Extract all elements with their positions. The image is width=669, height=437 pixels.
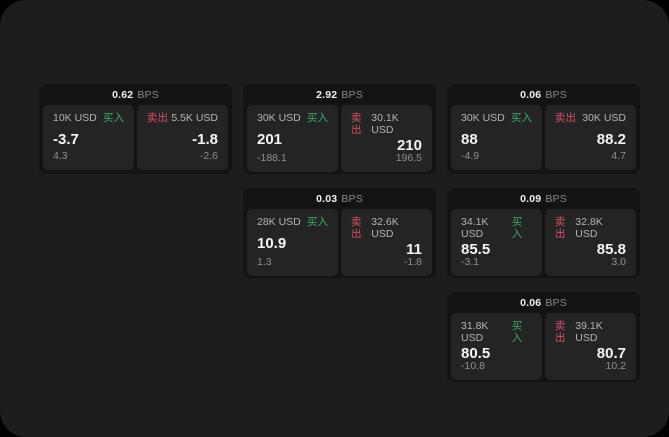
buy-tag: 买入 <box>307 112 328 124</box>
card-body: 34.1K USD 买入 85.5 -3.1 卖出 32.8K USD 85.8… <box>447 209 640 278</box>
card-body: 30K USD 买入 201 -188.1 卖出 30.1K USD 210 1… <box>243 105 436 174</box>
sell-size-label: 32.6K USD <box>371 216 399 240</box>
quote-card: 0.06 BPS 30K USD 买入 88 -4.9 卖出 30K USD <box>447 84 640 174</box>
bps-unit-label: BPS <box>137 88 159 101</box>
sell-price: 210 <box>396 137 422 155</box>
sell-change: -1.8 <box>403 256 422 269</box>
card-body: 30K USD 买入 88 -4.9 卖出 30K USD 88.2 4.7 <box>447 105 640 174</box>
sell-price: 80.7 <box>596 345 626 363</box>
sell-change: -2.6 <box>199 150 218 163</box>
buy-price: 10.9 <box>257 235 287 253</box>
buy-quote-tile[interactable]: 34.1K USD 买入 85.5 -3.1 <box>451 209 542 276</box>
bps-unit-label: BPS <box>341 88 363 101</box>
buy-quote-tile[interactable]: 10K USD 买入 -3.7 4.3 <box>43 105 134 170</box>
sell-quote-tile[interactable]: 卖出 5.5K USD -1.8 -2.6 <box>137 105 228 170</box>
sell-change: 3.0 <box>611 256 626 269</box>
buy-tag: 买入 <box>511 216 523 240</box>
sell-price: 88.2 <box>596 130 626 148</box>
buy-change: -188.1 <box>257 152 287 165</box>
bps-unit-label: BPS <box>545 88 567 101</box>
bps-value: 0.03 <box>316 192 338 205</box>
buy-price: 88 <box>461 130 478 148</box>
card-body: 10K USD 买入 -3.7 4.3 卖出 5.5K USD -1.8 -2.… <box>39 105 232 174</box>
card-header: 0.03 BPS <box>243 188 436 209</box>
quote-card: 0.62 BPS 10K USD 买入 -3.7 4.3 卖出 5.5K USD <box>39 84 232 174</box>
sell-tag: 卖出 <box>555 216 566 240</box>
buy-change: 1.3 <box>257 256 272 269</box>
sell-tag: 卖出 <box>147 112 168 124</box>
quote-card: 0.03 BPS 28K USD 买入 10.9 1.3 卖出 32.6K US… <box>243 188 436 278</box>
sell-tag: 卖出 <box>555 320 566 344</box>
buy-price: -3.7 <box>53 130 79 148</box>
card-header: 0.09 BPS <box>447 188 640 209</box>
sell-tag: 卖出 <box>555 112 576 124</box>
buy-quote-tile[interactable]: 30K USD 买入 88 -4.9 <box>451 105 542 170</box>
buy-quote-tile[interactable]: 31.8K USD 买入 80.5 -10.8 <box>451 313 542 380</box>
buy-price: 201 <box>257 131 283 149</box>
card-header: 0.06 BPS <box>447 292 640 313</box>
sell-size-label: 39.1K USD <box>575 320 603 344</box>
sell-price: 11 <box>406 241 422 259</box>
sell-size-label: 32.8K USD <box>575 216 603 240</box>
sell-quote-tile[interactable]: 卖出 32.8K USD 85.8 3.0 <box>545 209 636 276</box>
card-body: 28K USD 买入 10.9 1.3 卖出 32.6K USD 11 -1.8 <box>243 209 436 278</box>
buy-change: -10.8 <box>461 360 485 373</box>
bps-value: 0.06 <box>520 88 542 101</box>
buy-price: 80.5 <box>461 345 491 363</box>
buy-quote-tile[interactable]: 30K USD 买入 201 -188.1 <box>247 105 338 172</box>
sell-change: 4.7 <box>611 150 626 163</box>
buy-tag: 买入 <box>511 320 523 344</box>
buy-price: 85.5 <box>461 241 491 259</box>
sell-size-label: 30.1K USD <box>371 112 399 136</box>
sell-size-label: 30K USD <box>582 112 626 124</box>
bps-unit-label: BPS <box>545 192 567 205</box>
sell-tag: 卖出 <box>351 216 362 240</box>
bps-unit-label: BPS <box>341 192 363 205</box>
bps-unit-label: BPS <box>545 296 567 309</box>
bps-value: 0.62 <box>112 88 134 101</box>
sell-price: 85.8 <box>596 241 626 259</box>
quote-card: 2.92 BPS 30K USD 买入 201 -188.1 卖出 30.1K … <box>243 84 436 174</box>
sell-quote-tile[interactable]: 卖出 39.1K USD 80.7 10.2 <box>545 313 636 380</box>
buy-tag: 买入 <box>307 216 328 228</box>
buy-change: -3.1 <box>461 256 480 269</box>
card-body: 31.8K USD 买入 80.5 -10.8 卖出 39.1K USD 80.… <box>447 313 640 382</box>
quote-card: 0.09 BPS 34.1K USD 买入 85.5 -3.1 卖出 32.8K… <box>447 188 640 278</box>
sell-tag: 卖出 <box>351 112 362 136</box>
sell-size-label: 5.5K USD <box>171 112 218 124</box>
card-header: 0.06 BPS <box>447 84 640 105</box>
bps-value: 0.06 <box>520 296 542 309</box>
buy-tag: 买入 <box>103 112 124 124</box>
buy-size-label: 30K USD <box>257 112 301 124</box>
bps-value: 2.92 <box>316 88 338 101</box>
buy-size-label: 28K USD <box>257 216 301 228</box>
card-header: 2.92 BPS <box>243 84 436 105</box>
buy-tag: 买入 <box>511 112 532 124</box>
sell-quote-tile[interactable]: 卖出 30.1K USD 210 196.5 <box>341 105 432 172</box>
buy-change: -4.9 <box>461 150 480 163</box>
buy-size-label: 10K USD <box>53 112 97 124</box>
sell-change: 196.5 <box>395 152 422 165</box>
quote-card-grid: 0.62 BPS 10K USD 买入 -3.7 4.3 卖出 5.5K USD <box>39 84 640 382</box>
quote-card: 0.06 BPS 31.8K USD 买入 80.5 -10.8 卖出 39.1… <box>447 292 640 382</box>
bps-value: 0.09 <box>520 192 542 205</box>
buy-quote-tile[interactable]: 28K USD 买入 10.9 1.3 <box>247 209 338 276</box>
buy-size-label: 31.8K USD <box>461 320 489 344</box>
sell-change: 10.2 <box>605 360 626 373</box>
card-header: 0.62 BPS <box>39 84 232 105</box>
sell-price: -1.8 <box>192 130 218 148</box>
buy-change: 4.3 <box>53 150 68 163</box>
sell-quote-tile[interactable]: 卖出 30K USD 88.2 4.7 <box>545 105 636 170</box>
buy-size-label: 30K USD <box>461 112 505 124</box>
buy-size-label: 34.1K USD <box>461 216 489 240</box>
sell-quote-tile[interactable]: 卖出 32.6K USD 11 -1.8 <box>341 209 432 276</box>
